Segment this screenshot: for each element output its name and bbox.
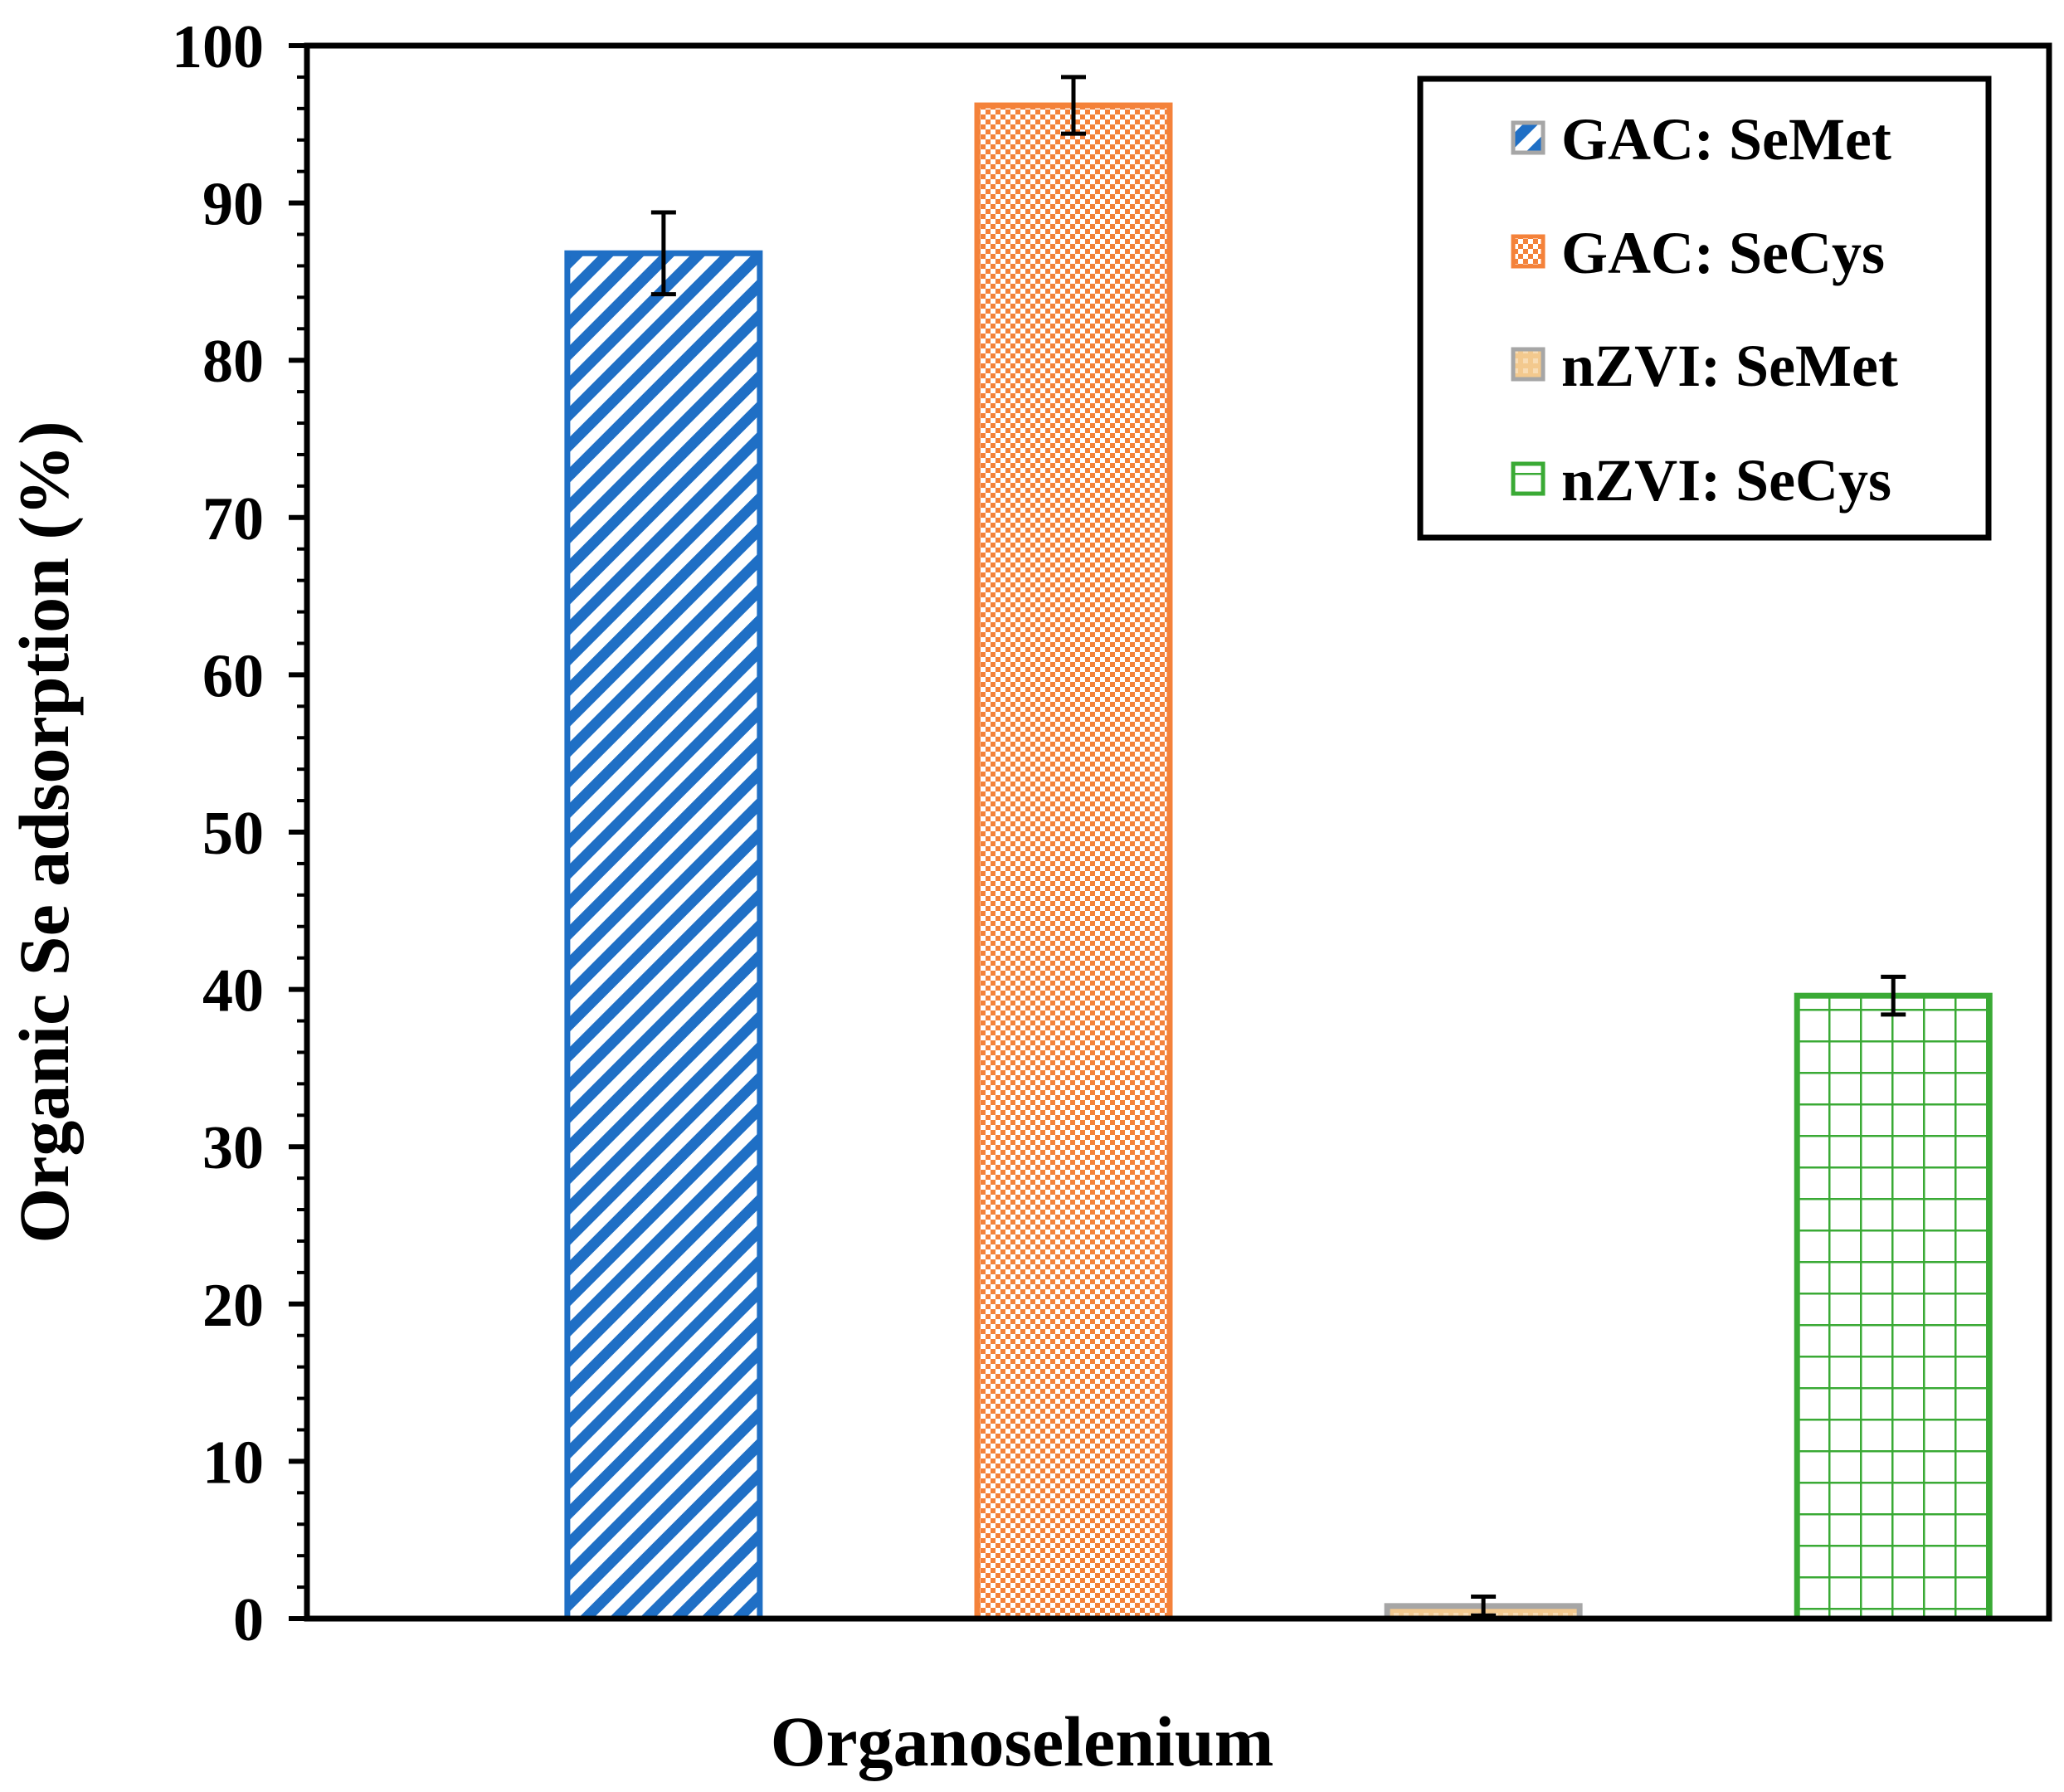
- y-tick-label: 0: [233, 1586, 264, 1654]
- error-bar-nzvi-secys: [1881, 974, 1906, 1017]
- y-tick-label: 100: [172, 13, 264, 81]
- bars-layer: [564, 102, 1993, 1622]
- legend-swatch-nzvi-semet: [1511, 347, 1546, 382]
- y-tick-label: 10: [202, 1429, 264, 1497]
- error-bar-gac-semet: [650, 210, 676, 297]
- y-tick-label: 40: [202, 957, 264, 1025]
- y-axis-ticks: 0 10 20 30 40 50 60 70 80 90 100: [172, 13, 307, 1654]
- y-tick-label: 80: [202, 328, 264, 396]
- legend-item-gac-semet: GAC: SeMet: [1511, 106, 1891, 173]
- error-bar-nzvi-semet: [1471, 1594, 1497, 1618]
- legend-label-nzvi-secys: nZVI: SeCys: [1561, 447, 1891, 514]
- legend-label-gac-secys: GAC: SeCys: [1561, 220, 1885, 286]
- error-bars-layer: [650, 75, 1906, 1618]
- bar-gac-semet: [564, 250, 763, 1622]
- legend-box: [1417, 75, 1992, 541]
- bar-gac-secys: [974, 102, 1173, 1622]
- y-tick-label: 50: [202, 800, 264, 868]
- error-bar-gac-secys: [1061, 75, 1086, 136]
- y-axis-label: Organic Se adsorption (%): [4, 421, 84, 1243]
- x-axis-label: Organoselenium: [771, 1702, 1274, 1781]
- y-tick-label: 70: [202, 485, 264, 553]
- legend-swatch-gac-secys: [1511, 234, 1546, 269]
- legend-label-nzvi-semet: nZVI: SeMet: [1561, 333, 1898, 399]
- legend-swatch-nzvi-secys: [1511, 461, 1546, 496]
- y-tick-label: 60: [202, 642, 264, 710]
- legend-item-gac-secys: GAC: SeCys: [1511, 220, 1885, 286]
- y-tick-label: 30: [202, 1114, 264, 1182]
- legend-label-gac-semet: GAC: SeMet: [1561, 106, 1891, 173]
- bar-nzvi-secys: [1794, 992, 1993, 1622]
- y-tick-label: 20: [202, 1272, 264, 1340]
- legend-item-nzvi-semet: nZVI: SeMet: [1511, 333, 1898, 399]
- legend-swatch-gac-semet: [1511, 120, 1546, 155]
- legend-item-nzvi-secys: nZVI: SeCys: [1511, 447, 1891, 514]
- y-tick-label: 90: [202, 171, 264, 239]
- legend: GAC: SeMet GAC: SeCys nZVI: SeMet nZVI: …: [1417, 75, 1992, 541]
